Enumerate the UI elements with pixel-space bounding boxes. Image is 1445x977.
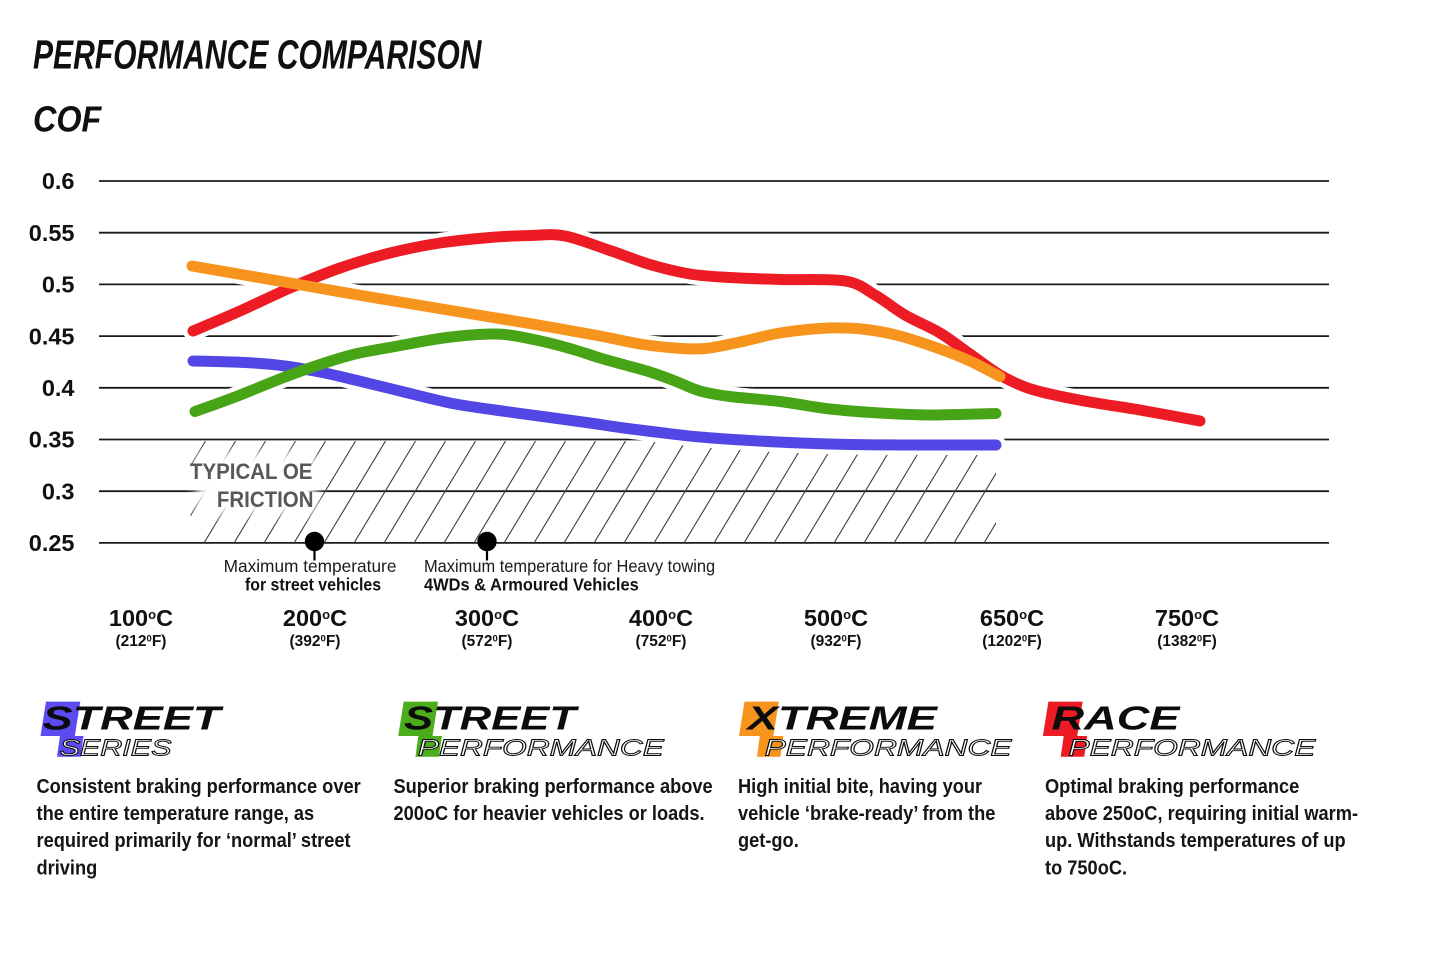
svg-text:Superior braking performance a: Superior braking performance above (394, 775, 713, 798)
svg-text:PERFORMANCE: PERFORMANCE (765, 735, 1012, 761)
svg-text:Consistent braking performance: Consistent braking performance over (37, 775, 362, 798)
svg-text:(7520F): (7520F) (636, 633, 687, 650)
svg-text:get-go.: get-go. (738, 829, 799, 852)
svg-text:TYPICAL OE: TYPICAL OE (190, 459, 312, 484)
svg-text:0.5: 0.5 (42, 272, 75, 298)
svg-text:500oC: 500oC (804, 605, 868, 631)
svg-text:RACE: RACE (1052, 701, 1182, 738)
svg-text:to 750oC.: to 750oC. (1045, 856, 1127, 879)
svg-text:Maximum temperature: Maximum temperature (224, 556, 397, 576)
svg-text:100oC: 100oC (109, 605, 173, 631)
svg-text:Optimal braking performance: Optimal braking performance (1045, 775, 1299, 798)
svg-text:0.55: 0.55 (29, 220, 75, 246)
svg-text:0.35: 0.35 (29, 427, 75, 453)
svg-text:the entire temperature range,: the entire temperature range, as (37, 802, 315, 825)
svg-text:XTREME: XTREME (745, 701, 939, 738)
svg-text:200oC for heavier vehicles or: 200oC for heavier vehicles or loads. (394, 802, 705, 825)
svg-text:driving: driving (37, 856, 98, 879)
svg-text:COF: COF (33, 100, 102, 140)
svg-text:0.3: 0.3 (42, 478, 75, 504)
svg-text:0.25: 0.25 (29, 530, 75, 556)
svg-text:vehicle ‘brake-ready’ from the: vehicle ‘brake-ready’ from the (738, 802, 996, 825)
svg-text:PERFORMANCE COMPARISON: PERFORMANCE COMPARISON (33, 31, 482, 78)
svg-text:(12020F): (12020F) (982, 633, 1042, 650)
svg-text:(5720F): (5720F) (462, 633, 513, 650)
svg-text:STREET: STREET (404, 701, 579, 738)
svg-text:SERIES: SERIES (60, 735, 172, 761)
svg-text:up. Withstands temperatures of: up. Withstands temperatures of up (1045, 829, 1346, 852)
svg-text:STREET: STREET (43, 701, 224, 738)
svg-text:(3920F): (3920F) (290, 633, 341, 650)
svg-text:(13820F): (13820F) (1157, 633, 1217, 650)
svg-text:PERFORMANCE: PERFORMANCE (418, 735, 664, 761)
svg-text:required primarily for ‘normal: required primarily for ‘normal’ street (37, 829, 352, 852)
svg-text:0.6: 0.6 (42, 168, 75, 194)
svg-text:4WDs & Armoured Vehicles: 4WDs & Armoured Vehicles (424, 575, 639, 594)
svg-text:400oC: 400oC (629, 605, 693, 631)
svg-text:Maximum temperature for Heavy: Maximum temperature for Heavy towing (424, 557, 715, 576)
svg-text:above 250oC, requiring initial: above 250oC, requiring initial warm- (1045, 802, 1358, 825)
svg-text:0.45: 0.45 (29, 323, 75, 349)
svg-text:300oC: 300oC (455, 605, 519, 631)
svg-text:High initial bite, having your: High initial bite, having your (738, 775, 983, 798)
svg-text:750oC: 750oC (1155, 605, 1219, 631)
svg-text:0.4: 0.4 (42, 375, 75, 401)
svg-text:PERFORMANCE: PERFORMANCE (1068, 735, 1315, 761)
svg-text:(9320F): (9320F) (811, 633, 862, 650)
svg-text:FRICTION: FRICTION (217, 487, 314, 512)
svg-text:for street vehicles: for street vehicles (245, 575, 381, 595)
svg-text:(2120F): (2120F) (116, 633, 167, 650)
svg-text:200oC: 200oC (283, 605, 347, 631)
svg-text:650oC: 650oC (980, 605, 1044, 631)
